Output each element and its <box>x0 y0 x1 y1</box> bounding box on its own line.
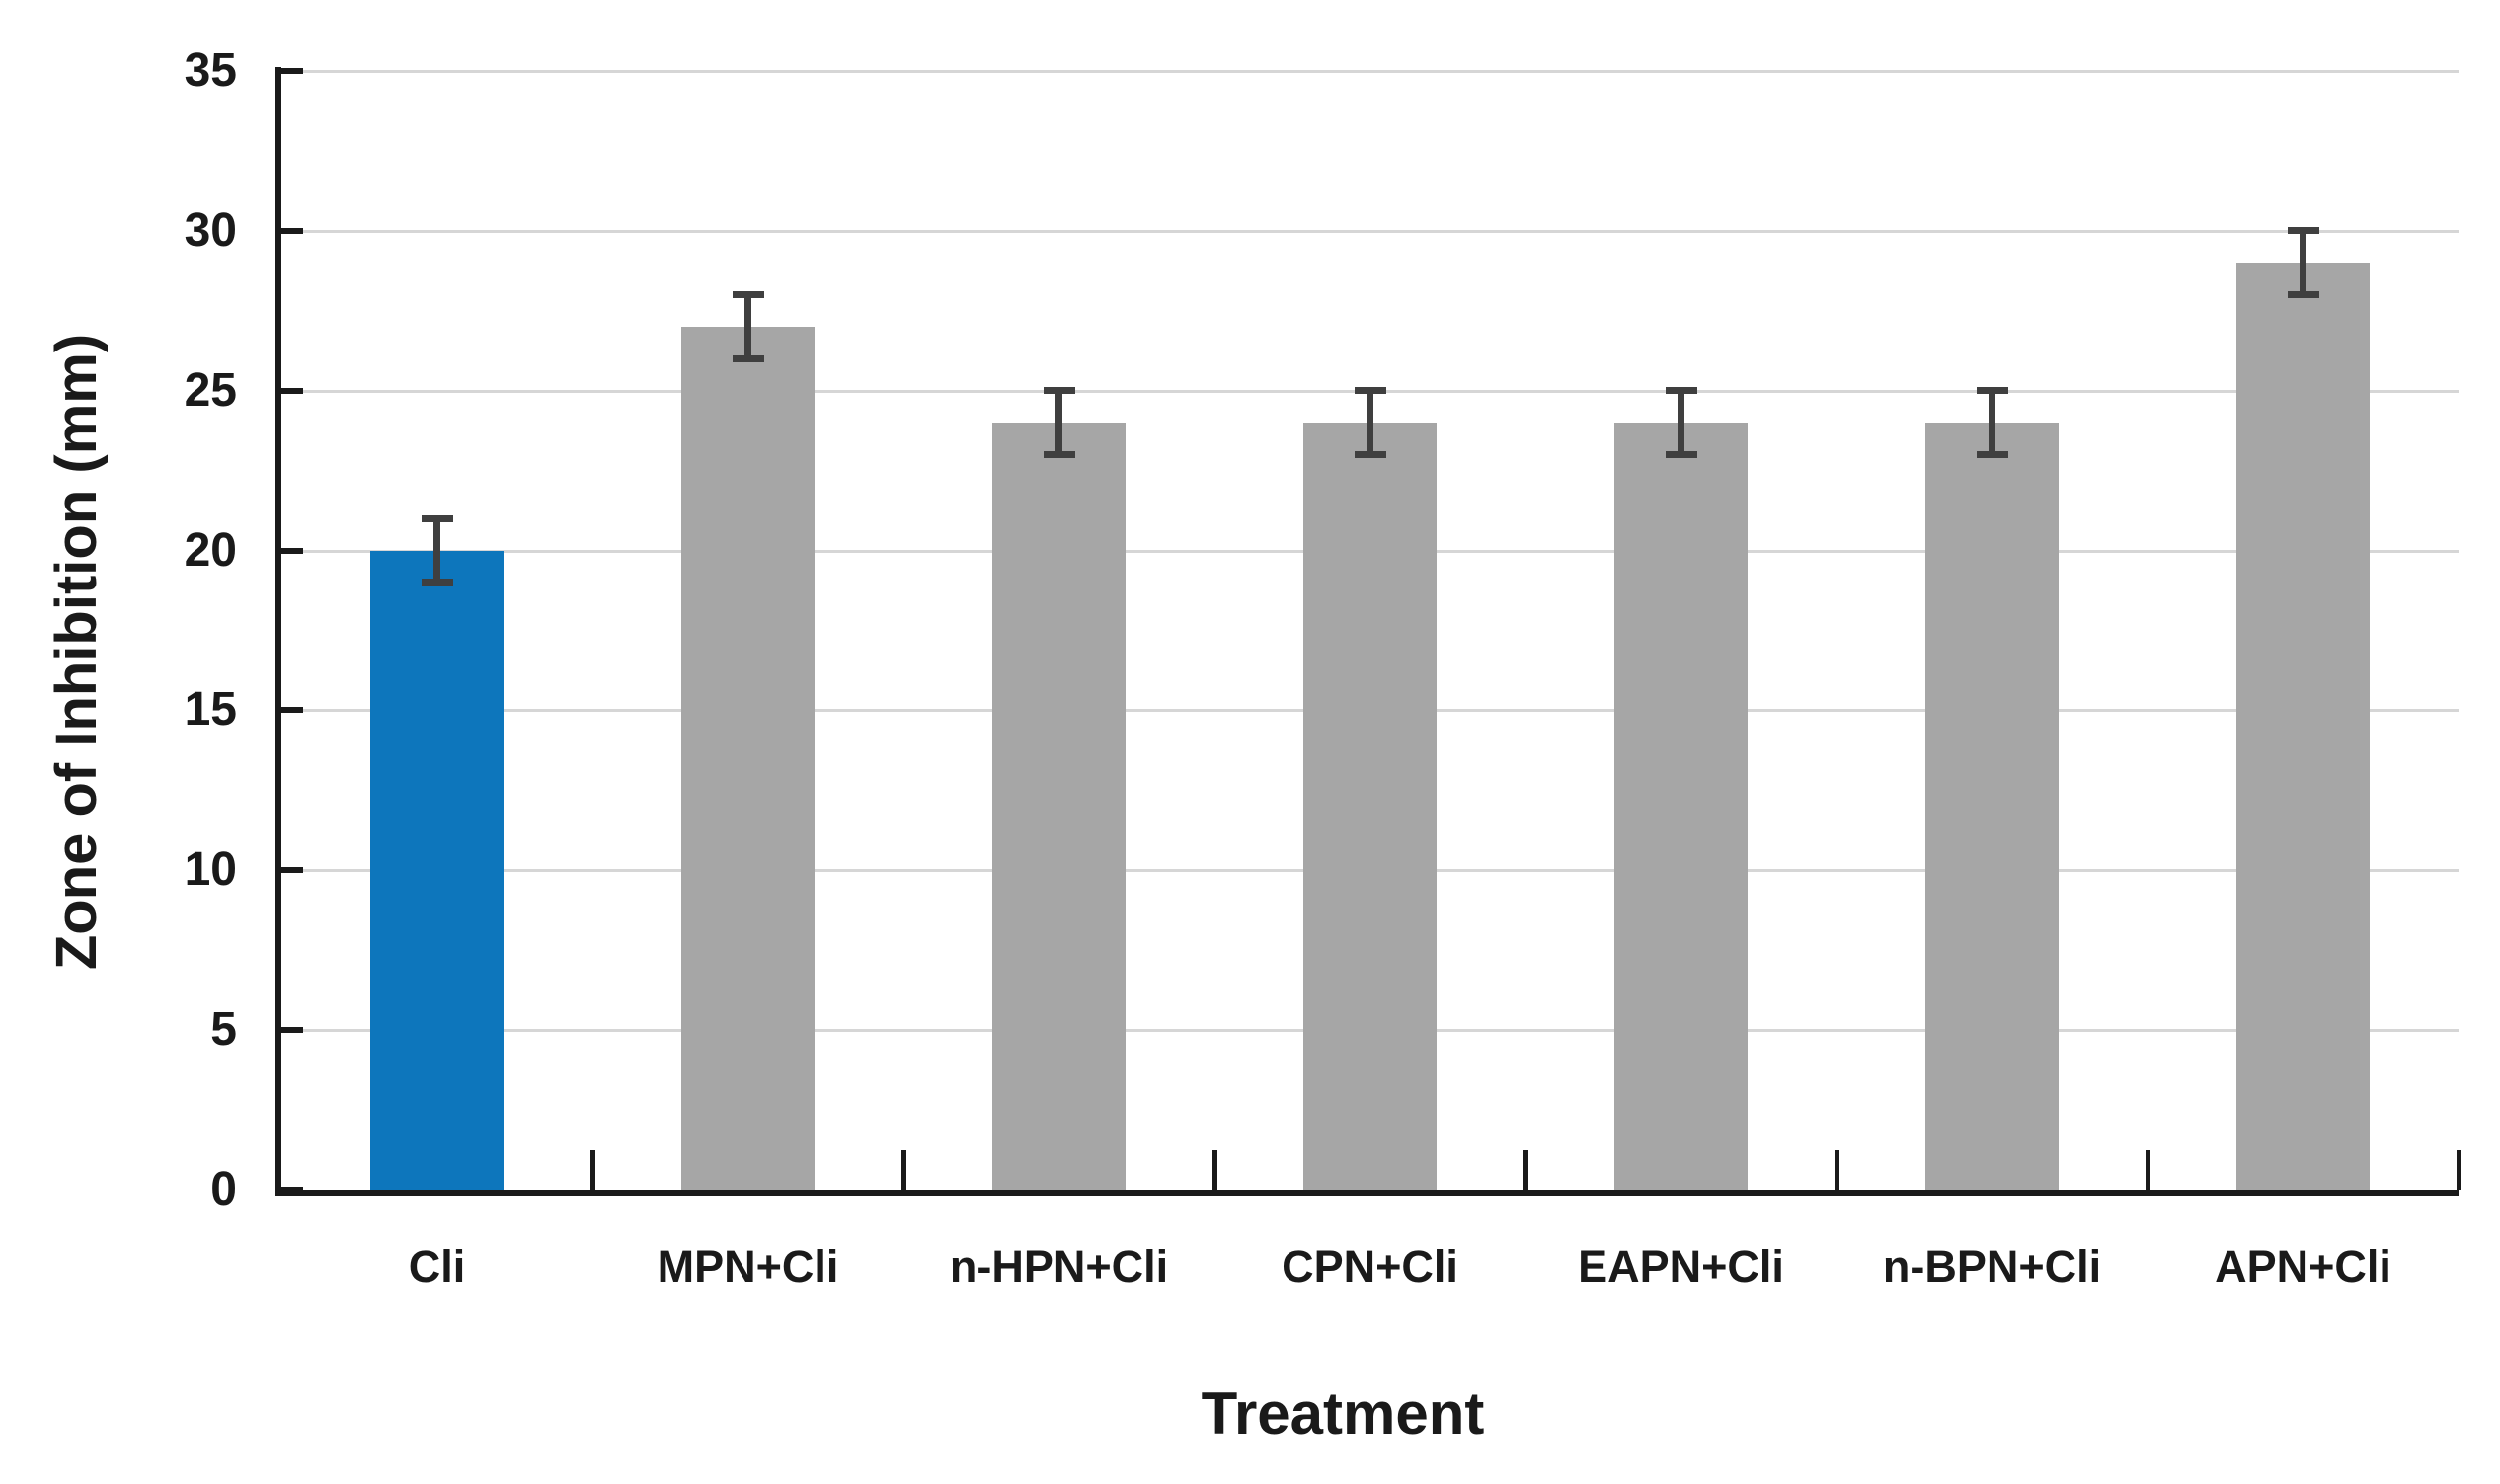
error-cap-bottom-Cli <box>421 579 453 586</box>
gridline-35 <box>281 70 2459 73</box>
error-cap-top-CPN+Cli <box>1354 387 1386 395</box>
error-cap-top-Cli <box>421 514 453 522</box>
bar-MPN+Cli <box>681 326 815 1190</box>
x-tick-label-APN+Cli: APN+Cli <box>2215 1241 2391 1291</box>
x-axis-line <box>275 1190 2459 1196</box>
error-bar-n-HPN+Cli <box>1055 390 1062 455</box>
y-tick-mark-25 <box>277 387 303 394</box>
error-cap-bottom-MPN+Cli <box>732 354 764 362</box>
error-cap-bottom-n-BPN+Cli <box>1976 450 2008 458</box>
x-tick-label-CPN+Cli: CPN+Cli <box>1282 1241 1458 1291</box>
x-tick-mark-2 <box>900 1150 906 1190</box>
x-tick-label-EAPN+Cli: EAPN+Cli <box>1578 1241 1784 1291</box>
y-tick-label-30: 30 <box>184 203 237 257</box>
error-cap-bottom-APN+Cli <box>2287 291 2319 299</box>
error-bar-MPN+Cli <box>744 294 751 359</box>
error-cap-top-n-BPN+Cli <box>1976 387 2008 395</box>
y-tick-mark-30 <box>277 227 303 234</box>
y-tick-label-0: 0 <box>210 1163 237 1215</box>
x-tick-mark-6 <box>2145 1150 2150 1190</box>
y-tick-mark-10 <box>277 867 303 874</box>
y-tick-label-35: 35 <box>184 44 237 97</box>
bar-n-BPN+Cli <box>1925 423 2059 1190</box>
bar-EAPN+Cli <box>1614 423 1748 1190</box>
error-cap-top-MPN+Cli <box>732 291 764 299</box>
error-cap-top-n-HPN+Cli <box>1043 387 1075 395</box>
error-bar-CPN+Cli <box>1367 390 1373 455</box>
y-tick-label-25: 25 <box>184 363 237 417</box>
bar-Cli <box>370 550 504 1190</box>
x-tick-mark-5 <box>1834 1150 1839 1190</box>
x-tick-mark-1 <box>589 1150 595 1190</box>
gridline-30 <box>281 229 2459 233</box>
x-tick-mark-4 <box>1523 1150 1528 1190</box>
y-tick-label-5: 5 <box>210 1003 237 1056</box>
error-bar-Cli <box>433 518 440 583</box>
y-tick-mark-35 <box>277 68 303 74</box>
y-tick-mark-20 <box>277 547 303 554</box>
x-tick-label-n-BPN+Cli: n-BPN+Cli <box>1882 1241 2102 1291</box>
bar-CPN+Cli <box>1303 423 1437 1190</box>
x-tick-mark-3 <box>1211 1150 1217 1190</box>
y-tick-label-15: 15 <box>184 683 237 737</box>
error-cap-top-APN+Cli <box>2287 227 2319 235</box>
bar-n-HPN+Cli <box>992 423 1126 1190</box>
error-cap-bottom-CPN+Cli <box>1354 450 1386 458</box>
x-tick-mark-7 <box>2456 1150 2461 1190</box>
error-cap-bottom-n-HPN+Cli <box>1043 450 1075 458</box>
error-cap-top-EAPN+Cli <box>1665 387 1697 395</box>
error-bar-APN+Cli <box>2300 230 2306 295</box>
y-tick-label-10: 10 <box>184 843 237 897</box>
y-tick-mark-5 <box>277 1027 303 1034</box>
bar-APN+Cli <box>2236 263 2370 1190</box>
x-axis-title: Treatment <box>1201 1380 1485 1446</box>
x-tick-label-MPN+Cli: MPN+Cli <box>657 1241 839 1291</box>
error-cap-bottom-EAPN+Cli <box>1665 450 1697 458</box>
x-tick-label-n-HPN+Cli: n-HPN+Cli <box>949 1241 1169 1291</box>
error-bar-EAPN+Cli <box>1678 390 1684 455</box>
y-axis-line <box>275 67 281 1196</box>
y-tick-mark-15 <box>277 707 303 714</box>
error-bar-n-BPN+Cli <box>1989 390 1995 455</box>
y-tick-label-20: 20 <box>184 523 237 577</box>
y-axis-title: Zone of Inhibition (mm) <box>44 333 109 971</box>
x-tick-label-Cli: Cli <box>408 1241 466 1291</box>
